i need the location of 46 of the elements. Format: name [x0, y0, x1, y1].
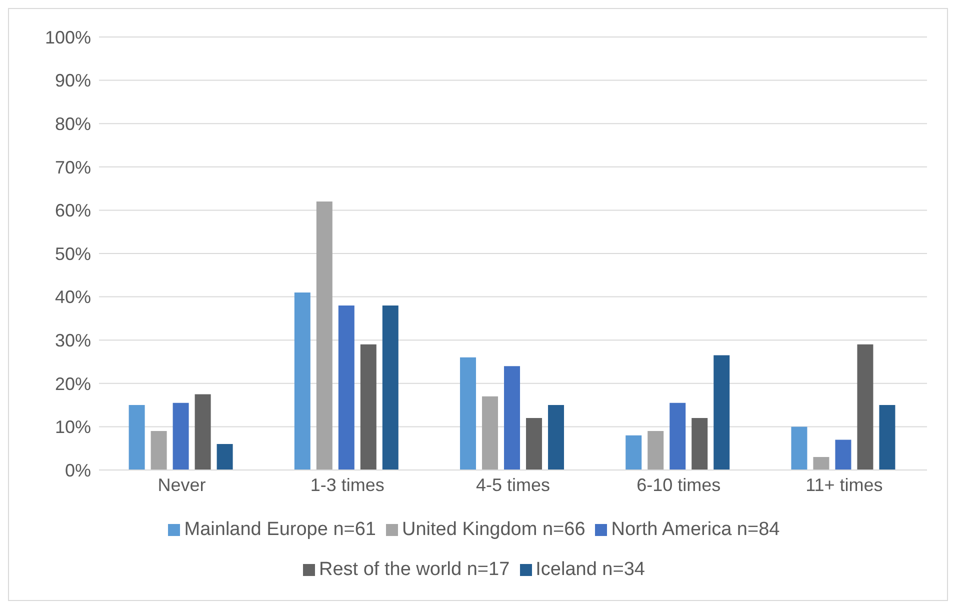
bar	[835, 440, 852, 470]
bar	[526, 418, 542, 470]
y-tick-label: 90%	[54, 70, 91, 91]
legend-label: United Kingdom n=66	[402, 519, 586, 540]
x-tick-label: 1-3 times	[310, 474, 384, 495]
bar	[316, 202, 332, 470]
bar	[791, 426, 808, 470]
bar	[482, 396, 498, 470]
y-tick-label: 40%	[54, 287, 91, 308]
bar	[338, 305, 354, 470]
y-tick-label: 30%	[54, 330, 91, 350]
bar	[670, 402, 686, 470]
bar	[714, 355, 730, 470]
bar	[857, 344, 874, 470]
legend-label: North America n=84	[611, 519, 780, 540]
bar	[194, 394, 211, 470]
bar	[172, 402, 189, 470]
x-tick-label: 11+ times	[806, 474, 883, 495]
bar	[648, 431, 664, 470]
y-tick-label: 70%	[54, 157, 91, 178]
bar	[813, 457, 830, 470]
bar	[504, 366, 520, 470]
bar	[879, 405, 896, 470]
x-tick-label: 6-10 times	[636, 474, 721, 495]
y-tick-label: 0%	[64, 460, 91, 480]
bar	[460, 357, 476, 470]
bar	[692, 418, 708, 470]
bar	[128, 405, 145, 470]
bar	[150, 431, 167, 470]
y-tick-label: 80%	[54, 114, 91, 134]
bar	[294, 292, 310, 470]
y-tick-label: 60%	[54, 200, 91, 221]
y-tick-label: 20%	[54, 374, 91, 394]
legend-label: Iceland n=34	[536, 559, 645, 580]
y-tick-label: 10%	[54, 417, 91, 438]
bar	[216, 444, 233, 470]
legend-label: Mainland Europe n=61	[184, 519, 376, 540]
legend-label: Rest of the world n=17	[319, 559, 510, 580]
x-tick-label: Never	[158, 474, 206, 495]
y-tick-label: 100%	[44, 27, 91, 48]
bar	[360, 344, 376, 470]
bar	[548, 405, 564, 470]
bar	[626, 435, 642, 470]
y-tick-label: 50%	[54, 244, 91, 264]
bar	[382, 305, 398, 470]
x-tick-label: 4-5 times	[476, 474, 550, 495]
